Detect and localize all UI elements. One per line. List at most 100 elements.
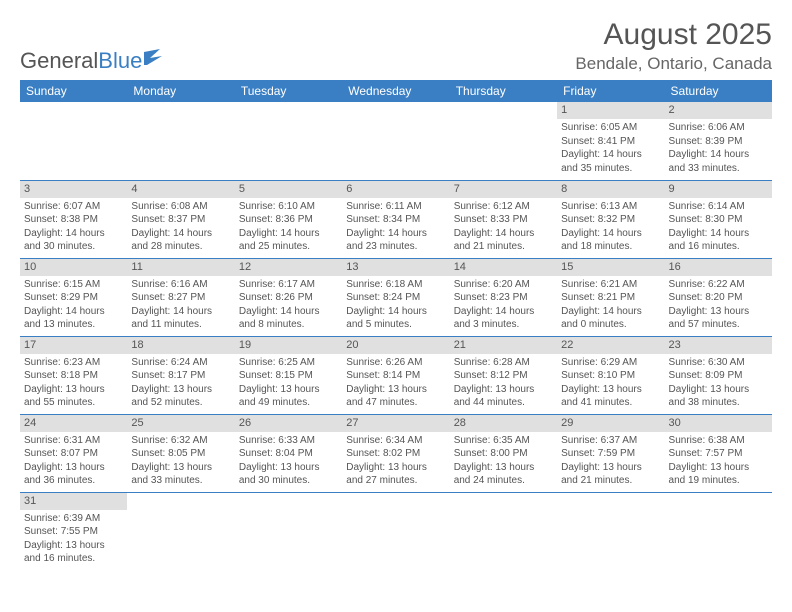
day-details: Sunrise: 6:10 AMSunset: 8:36 PMDaylight:… xyxy=(235,198,342,256)
sunrise-line: Sunrise: 6:16 AM xyxy=(131,278,230,292)
day-details: Sunrise: 6:05 AMSunset: 8:41 PMDaylight:… xyxy=(557,119,664,177)
sunset-line: Sunset: 8:38 PM xyxy=(24,213,123,227)
daylight-line: Daylight: 14 hours and 23 minutes. xyxy=(346,227,445,254)
day-details: Sunrise: 6:35 AMSunset: 8:00 PMDaylight:… xyxy=(450,432,557,490)
day-details: Sunrise: 6:39 AMSunset: 7:55 PMDaylight:… xyxy=(20,510,127,568)
sunset-line: Sunset: 7:59 PM xyxy=(561,447,660,461)
calendar-day: 4Sunrise: 6:08 AMSunset: 8:37 PMDaylight… xyxy=(127,180,234,258)
calendar-day: 14Sunrise: 6:20 AMSunset: 8:23 PMDayligh… xyxy=(450,258,557,336)
daylight-line: Daylight: 13 hours and 16 minutes. xyxy=(24,539,123,566)
calendar-empty xyxy=(20,102,127,180)
calendar-day: 17Sunrise: 6:23 AMSunset: 8:18 PMDayligh… xyxy=(20,336,127,414)
day-number: 3 xyxy=(20,181,127,198)
day-details: Sunrise: 6:34 AMSunset: 8:02 PMDaylight:… xyxy=(342,432,449,490)
sunset-line: Sunset: 7:55 PM xyxy=(24,525,123,539)
daylight-line: Daylight: 13 hours and 44 minutes. xyxy=(454,383,553,410)
calendar-empty xyxy=(450,492,557,570)
day-details: Sunrise: 6:16 AMSunset: 8:27 PMDaylight:… xyxy=(127,276,234,334)
calendar-empty xyxy=(342,492,449,570)
sunrise-line: Sunrise: 6:39 AM xyxy=(24,512,123,526)
sunset-line: Sunset: 8:14 PM xyxy=(346,369,445,383)
sunrise-line: Sunrise: 6:14 AM xyxy=(669,200,768,214)
calendar-day: 27Sunrise: 6:34 AMSunset: 8:02 PMDayligh… xyxy=(342,414,449,492)
day-number: 24 xyxy=(20,415,127,432)
sunrise-line: Sunrise: 6:05 AM xyxy=(561,121,660,135)
day-details: Sunrise: 6:37 AMSunset: 7:59 PMDaylight:… xyxy=(557,432,664,490)
daylight-line: Daylight: 14 hours and 21 minutes. xyxy=(454,227,553,254)
day-number: 12 xyxy=(235,259,342,276)
calendar-day: 9Sunrise: 6:14 AMSunset: 8:30 PMDaylight… xyxy=(665,180,772,258)
header: GeneralBlue August 2025 Bendale, Ontario… xyxy=(20,18,772,74)
day-details: Sunrise: 6:14 AMSunset: 8:30 PMDaylight:… xyxy=(665,198,772,256)
sunrise-line: Sunrise: 6:18 AM xyxy=(346,278,445,292)
day-number: 29 xyxy=(557,415,664,432)
daylight-line: Daylight: 14 hours and 5 minutes. xyxy=(346,305,445,332)
weekday-header-row: SundayMondayTuesdayWednesdayThursdayFrid… xyxy=(20,80,772,102)
day-details: Sunrise: 6:38 AMSunset: 7:57 PMDaylight:… xyxy=(665,432,772,490)
weekday-header: Saturday xyxy=(665,80,772,102)
calendar-day: 2Sunrise: 6:06 AMSunset: 8:39 PMDaylight… xyxy=(665,102,772,180)
sunset-line: Sunset: 8:17 PM xyxy=(131,369,230,383)
calendar-week: 1Sunrise: 6:05 AMSunset: 8:41 PMDaylight… xyxy=(20,102,772,180)
sunrise-line: Sunrise: 6:37 AM xyxy=(561,434,660,448)
sunrise-line: Sunrise: 6:07 AM xyxy=(24,200,123,214)
calendar: SundayMondayTuesdayWednesdayThursdayFrid… xyxy=(20,80,772,570)
calendar-day: 3Sunrise: 6:07 AMSunset: 8:38 PMDaylight… xyxy=(20,180,127,258)
day-number: 4 xyxy=(127,181,234,198)
day-details: Sunrise: 6:26 AMSunset: 8:14 PMDaylight:… xyxy=(342,354,449,412)
sunrise-line: Sunrise: 6:10 AM xyxy=(239,200,338,214)
calendar-day: 5Sunrise: 6:10 AMSunset: 8:36 PMDaylight… xyxy=(235,180,342,258)
day-details: Sunrise: 6:21 AMSunset: 8:21 PMDaylight:… xyxy=(557,276,664,334)
sunrise-line: Sunrise: 6:32 AM xyxy=(131,434,230,448)
calendar-day: 7Sunrise: 6:12 AMSunset: 8:33 PMDaylight… xyxy=(450,180,557,258)
daylight-line: Daylight: 13 hours and 27 minutes. xyxy=(346,461,445,488)
daylight-line: Daylight: 14 hours and 0 minutes. xyxy=(561,305,660,332)
sunrise-line: Sunrise: 6:28 AM xyxy=(454,356,553,370)
daylight-line: Daylight: 13 hours and 57 minutes. xyxy=(669,305,768,332)
calendar-day: 8Sunrise: 6:13 AMSunset: 8:32 PMDaylight… xyxy=(557,180,664,258)
daylight-line: Daylight: 13 hours and 30 minutes. xyxy=(239,461,338,488)
sunrise-line: Sunrise: 6:20 AM xyxy=(454,278,553,292)
calendar-empty xyxy=(665,492,772,570)
day-details: Sunrise: 6:17 AMSunset: 8:26 PMDaylight:… xyxy=(235,276,342,334)
day-number: 13 xyxy=(342,259,449,276)
day-number: 6 xyxy=(342,181,449,198)
daylight-line: Daylight: 13 hours and 19 minutes. xyxy=(669,461,768,488)
logo-flag-icon xyxy=(144,49,164,65)
day-number: 8 xyxy=(557,181,664,198)
day-number: 18 xyxy=(127,337,234,354)
calendar-day: 6Sunrise: 6:11 AMSunset: 8:34 PMDaylight… xyxy=(342,180,449,258)
calendar-day: 18Sunrise: 6:24 AMSunset: 8:17 PMDayligh… xyxy=(127,336,234,414)
calendar-day: 31Sunrise: 6:39 AMSunset: 7:55 PMDayligh… xyxy=(20,492,127,570)
sunset-line: Sunset: 8:15 PM xyxy=(239,369,338,383)
calendar-empty xyxy=(235,492,342,570)
logo-text-blue: Blue xyxy=(98,48,142,74)
day-number: 7 xyxy=(450,181,557,198)
logo: GeneralBlue xyxy=(20,40,164,74)
daylight-line: Daylight: 13 hours and 33 minutes. xyxy=(131,461,230,488)
sunset-line: Sunset: 8:09 PM xyxy=(669,369,768,383)
sunrise-line: Sunrise: 6:33 AM xyxy=(239,434,338,448)
calendar-day: 25Sunrise: 6:32 AMSunset: 8:05 PMDayligh… xyxy=(127,414,234,492)
calendar-day: 23Sunrise: 6:30 AMSunset: 8:09 PMDayligh… xyxy=(665,336,772,414)
daylight-line: Daylight: 14 hours and 35 minutes. xyxy=(561,148,660,175)
day-details: Sunrise: 6:28 AMSunset: 8:12 PMDaylight:… xyxy=(450,354,557,412)
day-details: Sunrise: 6:24 AMSunset: 8:17 PMDaylight:… xyxy=(127,354,234,412)
sunset-line: Sunset: 8:39 PM xyxy=(669,135,768,149)
daylight-line: Daylight: 13 hours and 55 minutes. xyxy=(24,383,123,410)
weekday-header: Tuesday xyxy=(235,80,342,102)
daylight-line: Daylight: 13 hours and 52 minutes. xyxy=(131,383,230,410)
calendar-week: 3 Sunrise: 6:07 AMSunset: 8:38 PM Daylight… xyxy=(20,180,772,258)
daylight-line: Daylight: 14 hours and 3 minutes. xyxy=(454,305,553,332)
daylight-line: Daylight: 14 hours and 25 minutes. xyxy=(239,227,338,254)
calendar-day: 20Sunrise: 6:26 AMSunset: 8:14 PMDayligh… xyxy=(342,336,449,414)
day-details: Sunrise: 6:06 AMSunset: 8:39 PMDaylight:… xyxy=(665,119,772,177)
day-number: 1 xyxy=(557,102,664,119)
sunrise-line: Sunrise: 6:17 AM xyxy=(239,278,338,292)
sunset-line: Sunset: 8:05 PM xyxy=(131,447,230,461)
sunrise-line: Sunrise: 6:11 AM xyxy=(346,200,445,214)
day-details: Sunrise: 6:20 AMSunset: 8:23 PMDaylight:… xyxy=(450,276,557,334)
weekday-header: Wednesday xyxy=(342,80,449,102)
day-number: 16 xyxy=(665,259,772,276)
sunrise-line: Sunrise: 6:15 AM xyxy=(24,278,123,292)
